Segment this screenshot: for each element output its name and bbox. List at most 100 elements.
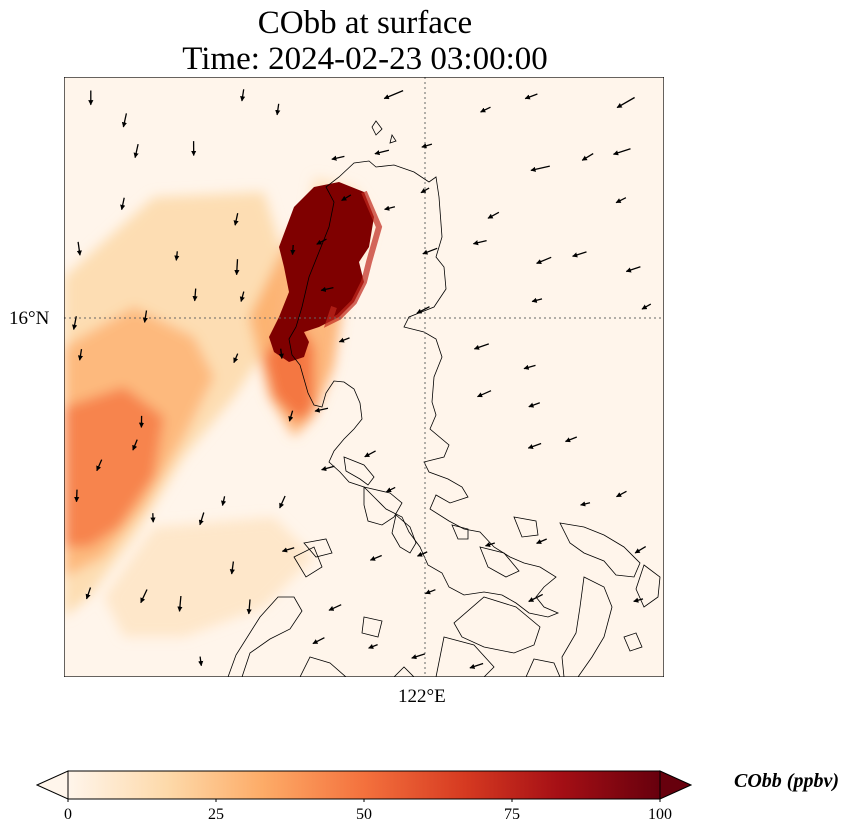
wind-arrow (240, 89, 246, 102)
wind-arrow (616, 490, 627, 498)
colorbar-label: CObb (ppbv) (734, 770, 839, 792)
wind-arrow (421, 143, 433, 149)
wind-arrow (142, 310, 148, 323)
wind-arrow (177, 595, 183, 612)
wind-arrow (246, 599, 252, 615)
wind-arrow (239, 291, 245, 303)
wind-arrow (174, 251, 180, 261)
wind-arrow (625, 266, 641, 273)
wind-arrow (536, 256, 552, 264)
wind-arrow (312, 637, 325, 645)
wind-arrow (278, 348, 284, 360)
wind-arrow (96, 459, 103, 472)
map-title: CObb at surface (257, 5, 473, 41)
wind-arrow (279, 495, 286, 509)
wind-arrow (416, 306, 430, 314)
wind-arrow (524, 93, 538, 100)
wind-arrow (487, 211, 500, 219)
wind-arrow (234, 259, 240, 276)
gridlines (64, 77, 664, 677)
wind-arrow (425, 589, 436, 595)
wind-arrow (374, 149, 390, 156)
wind-arrow (275, 103, 281, 116)
wind-arrow (132, 439, 138, 451)
wind-arrow (328, 604, 342, 611)
wind-arrow (485, 542, 495, 547)
wind-arrow (385, 486, 396, 493)
wind-arrow (233, 213, 239, 226)
wind-arrow (581, 153, 594, 161)
wind-arrow (331, 155, 345, 161)
wind-arrow (536, 538, 547, 544)
wind-arrow (316, 238, 327, 245)
wind-arrow (528, 402, 541, 408)
wind-arrow (140, 589, 148, 604)
wind-arrow (420, 187, 430, 194)
map-time: Time: 2024-02-23 03:00:00 (182, 41, 548, 77)
wind-arrow (198, 512, 205, 526)
map-panel (64, 77, 664, 677)
wind-arrow (422, 247, 438, 255)
wind-arrow (192, 288, 198, 302)
wind-arrow (76, 241, 82, 256)
colorbar-tick-100: 100 (648, 806, 672, 823)
wind-arrow (85, 587, 92, 600)
wind-arrow (523, 364, 536, 370)
wind-arrow (77, 348, 84, 361)
wind-arrow (72, 316, 78, 331)
wind-arrow (368, 643, 378, 649)
wind-arrow (572, 251, 587, 258)
wind-arrow (383, 90, 404, 100)
colorbar-max-extend (659, 770, 692, 800)
wind-arrow (338, 337, 350, 343)
wind-arrow (530, 165, 550, 172)
wind-arrow (369, 554, 382, 561)
wind-arrow (613, 148, 631, 156)
wind-arrow (477, 390, 492, 398)
wind-arrow (528, 593, 543, 603)
wind-arrow (121, 113, 128, 128)
wind-arrow (120, 197, 126, 211)
wind-arrow (472, 239, 487, 246)
plume-core (269, 182, 383, 362)
wind-arrow (281, 547, 295, 553)
colorbar-tick-25: 25 (208, 806, 224, 823)
wind-arrow (198, 656, 204, 667)
wind-arrow (384, 205, 396, 211)
wind-arrow (473, 343, 490, 350)
latitude-label: 16°N (9, 308, 50, 329)
wind-arrow (288, 410, 294, 422)
wind-arrow (641, 303, 652, 310)
wind-arrow (565, 436, 578, 443)
wind-arrow (341, 194, 352, 202)
wind-arrow (321, 465, 335, 472)
colorbar-tick-0: 0 (64, 806, 72, 823)
wind-arrow (229, 561, 235, 575)
wind-arrow (531, 297, 543, 303)
wind-arrow (411, 653, 426, 660)
wind-arrow (314, 407, 329, 413)
wind-arrow (469, 662, 484, 669)
wind-arrow (633, 597, 644, 603)
wind-arrow (527, 442, 542, 449)
wind-arrow (74, 489, 80, 503)
colorbar-tick-50: 50 (356, 806, 372, 823)
colorbar-tick-75: 75 (504, 806, 520, 823)
wind-arrow (290, 244, 296, 256)
wind-arrow (634, 546, 647, 554)
colorbar-min-extend (36, 770, 69, 800)
wind-arrow (417, 551, 428, 557)
wind-arrow (615, 197, 627, 204)
coastline (227, 120, 661, 677)
wind-arrow (221, 496, 227, 507)
wind-arrow (364, 450, 376, 458)
wind-arrow (480, 106, 491, 113)
wind-arrow (320, 286, 334, 292)
longitude-label: 122°E (398, 686, 446, 707)
wind-arrow (233, 353, 239, 364)
wind-vectors (72, 89, 652, 669)
wind-arrow (616, 96, 635, 109)
colorbar (36, 770, 692, 802)
wind-arrow (133, 143, 139, 159)
wind-arrow (580, 501, 591, 507)
